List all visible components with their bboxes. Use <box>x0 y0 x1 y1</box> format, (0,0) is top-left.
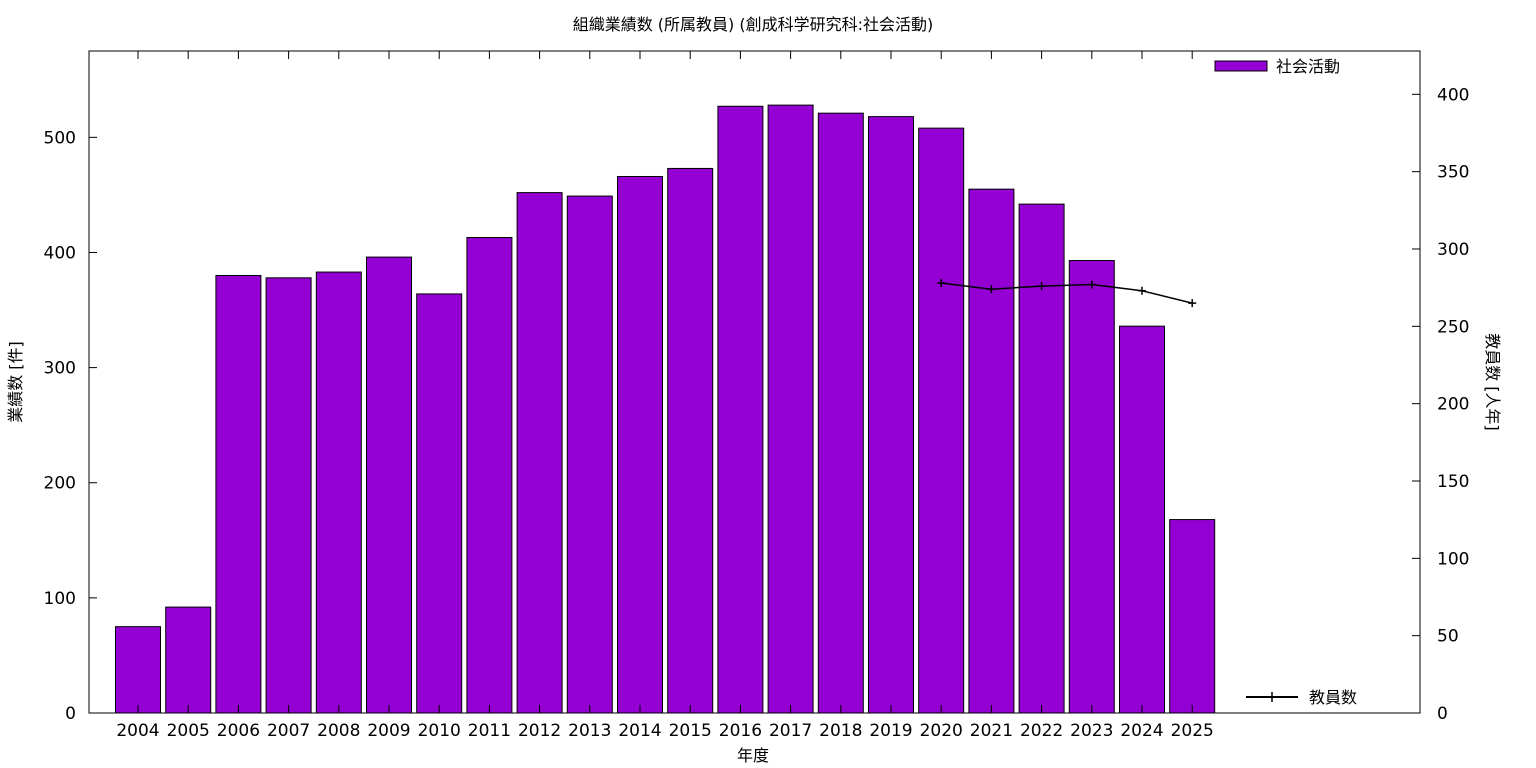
x-tick-label: 2015 <box>669 721 712 741</box>
bar-2010 <box>416 293 463 714</box>
y2-axis-label: 教員数 [人年] <box>1483 333 1502 431</box>
y2-tick-label: 300 <box>1437 240 1469 260</box>
x-axis-label: 年度 <box>737 746 769 765</box>
bar-2019 <box>868 116 914 714</box>
bar-2006 <box>215 275 262 714</box>
axis-ticks: 0 100 200 300 400 500 0 50 100 150 200 250 300 350 400… <box>44 51 1469 741</box>
bar-2018 <box>817 112 864 714</box>
bar-2013 <box>566 195 613 714</box>
bar-2022 <box>1018 203 1065 714</box>
y-tick-label: 0 <box>65 704 76 724</box>
teacher-count-point-2020 <box>937 279 946 288</box>
bar-2009 <box>366 256 412 714</box>
bar-2023 <box>1068 260 1115 714</box>
x-tick-label: 2011 <box>468 721 511 741</box>
bar-2020 <box>918 127 965 714</box>
bar-2024 <box>1119 325 1165 714</box>
x-tick-label: 2025 <box>1171 721 1214 741</box>
teacher-count-point-2024 <box>1138 286 1146 295</box>
x-tick-label: 2022 <box>1020 721 1063 741</box>
legend-bar-label: 社会活動 <box>1276 57 1340 76</box>
y2-tick-label: 350 <box>1437 163 1469 183</box>
x-tick-label: 2024 <box>1120 721 1163 741</box>
x-tick-label: 2018 <box>819 721 862 741</box>
teacher-count-line <box>941 282 1193 304</box>
teacher-count-point-2023 <box>1087 280 1096 289</box>
y-axis-label: 業績数 [件] <box>6 341 25 423</box>
plot-frame <box>88 50 1421 714</box>
y2-tick-label: 100 <box>1437 549 1469 569</box>
x-tick-label: 2004 <box>116 721 159 741</box>
x-tick-label: 2014 <box>618 721 661 741</box>
legend-bar-swatch <box>1214 60 1268 72</box>
y2-tick-label: 50 <box>1437 627 1459 647</box>
y2-tick-label: 250 <box>1437 317 1469 337</box>
x-tick-label: 2006 <box>217 721 260 741</box>
y2-tick-label: 0 <box>1437 704 1448 724</box>
bar-2008 <box>315 271 362 714</box>
bar-2014 <box>617 175 663 714</box>
y-tick-label: 400 <box>44 243 76 263</box>
y2-tick-label: 200 <box>1437 395 1469 415</box>
bar-2007 <box>265 277 312 714</box>
x-tick-label: 2008 <box>317 721 360 741</box>
teacher-count-point-2022 <box>1037 282 1046 291</box>
x-tick-label: 2016 <box>719 721 762 741</box>
legend-bar-entry: 社会活動 <box>1214 57 1340 76</box>
x-tick-label: 2017 <box>769 721 812 741</box>
y2-tick-label: 400 <box>1437 85 1469 105</box>
bar-2021 <box>968 188 1015 714</box>
y-tick-label: 100 <box>44 589 76 609</box>
teacher-count-point-2025 <box>1188 299 1197 308</box>
x-tick-label: 2013 <box>568 721 611 741</box>
x-tick-label: 2010 <box>418 721 461 741</box>
teacher-count-point-2021 <box>987 285 996 294</box>
bar-2025 <box>1169 519 1216 714</box>
y-tick-label: 300 <box>44 359 76 379</box>
y-tick-label: 500 <box>44 128 76 148</box>
bar-2004 <box>115 626 161 714</box>
bar-2017 <box>767 104 814 714</box>
bar-2012 <box>516 192 563 714</box>
x-tick-label: 2021 <box>970 721 1013 741</box>
bar-2015 <box>667 167 714 714</box>
x-tick-label: 2009 <box>367 721 410 741</box>
y2-tick-label: 150 <box>1437 472 1469 492</box>
x-tick-label: 2019 <box>869 721 912 741</box>
x-tick-label: 2005 <box>167 721 210 741</box>
y-tick-label: 200 <box>44 474 76 494</box>
bar-2005 <box>165 606 212 714</box>
bar-2011 <box>466 237 513 714</box>
x-tick-label: 2007 <box>267 721 310 741</box>
bar-2016 <box>717 105 764 714</box>
chart-title: 組織業績数 (所属教員) (創成科学研究科:社会活動) <box>573 15 934 34</box>
x-tick-label: 2012 <box>518 721 561 741</box>
bar-series <box>115 104 1216 714</box>
x-tick-label: 2023 <box>1070 721 1113 741</box>
x-tick-label: 2020 <box>920 721 963 741</box>
legend-line-label: 教員数 <box>1309 688 1357 707</box>
line-series <box>937 279 1197 308</box>
legend-line-entry: 教員数 <box>1246 688 1357 707</box>
